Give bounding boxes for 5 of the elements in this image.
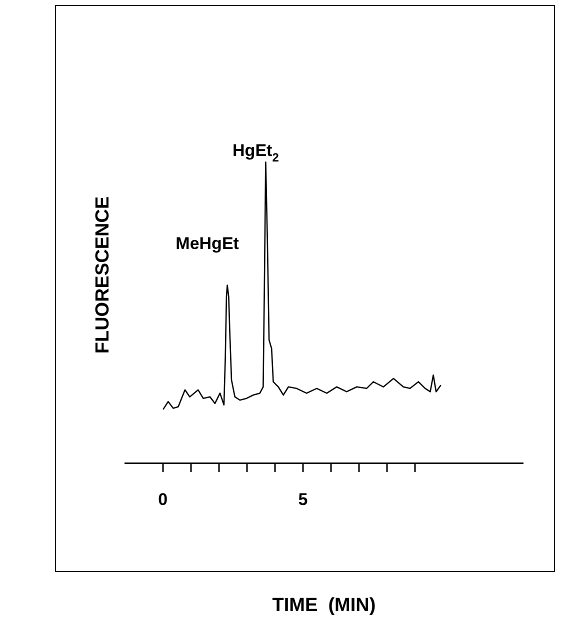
x-axis-title: TIME (MIN): [272, 594, 376, 616]
y-axis-title: FLUORESCENCE: [92, 196, 114, 354]
x-tick-label: 5: [298, 490, 308, 509]
x-tick-label: 0: [158, 490, 168, 509]
annotation: MeHgEt: [176, 234, 240, 254]
